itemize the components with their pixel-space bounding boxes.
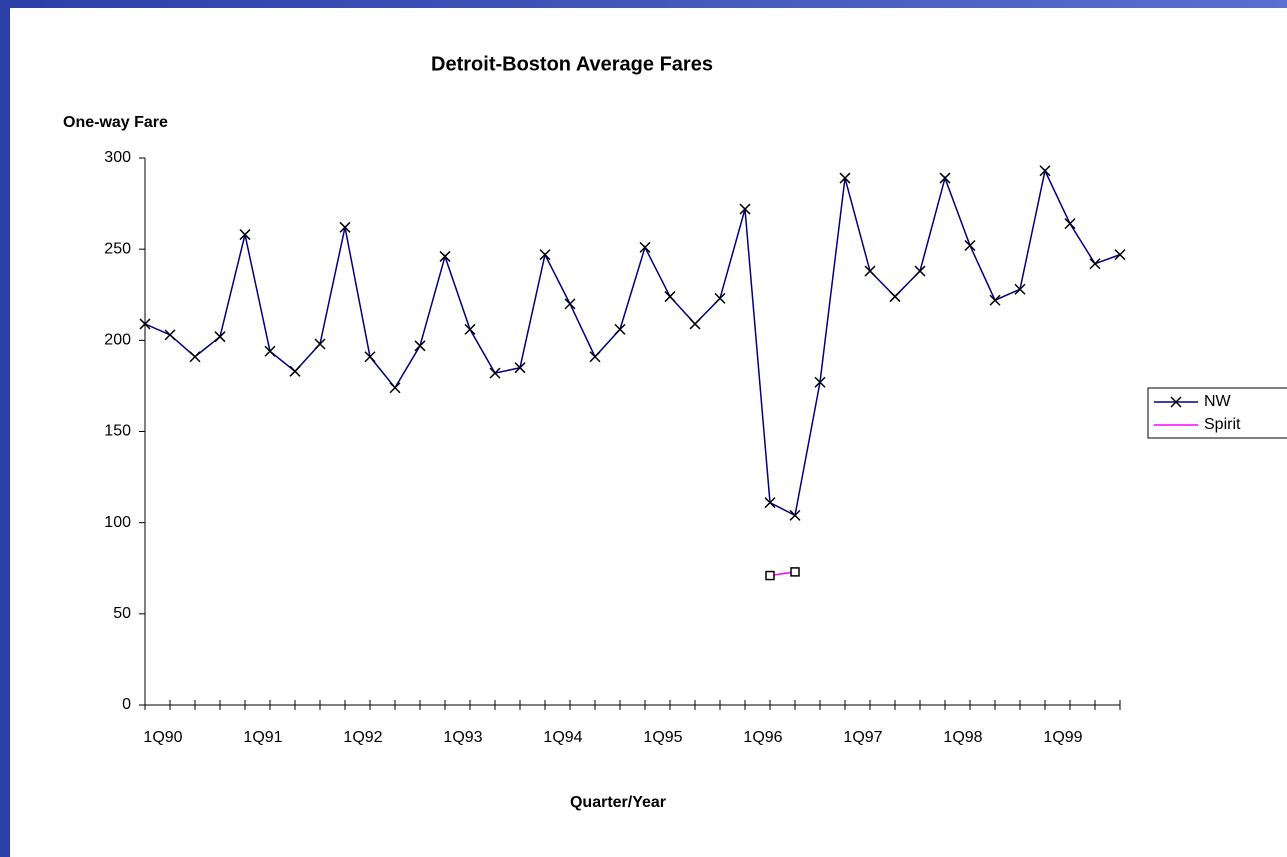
data-point bbox=[989, 294, 1001, 306]
series-line bbox=[144, 168, 1121, 517]
data-point bbox=[139, 318, 151, 330]
data-point bbox=[214, 331, 226, 343]
legend-marker bbox=[1170, 396, 1182, 408]
x-tick-label: 1Q90 bbox=[143, 729, 182, 746]
chart: Detroit-Boston Average Fares One-way Far… bbox=[10, 8, 1287, 857]
y-tick-label: 300 bbox=[104, 149, 131, 166]
x-tick-label: 1Q96 bbox=[743, 729, 782, 746]
data-point bbox=[739, 203, 751, 215]
data-point bbox=[539, 249, 551, 261]
data-point bbox=[314, 338, 326, 350]
data-point bbox=[239, 229, 251, 241]
data-point bbox=[1039, 165, 1051, 177]
data-point bbox=[639, 241, 651, 253]
data-point bbox=[764, 497, 776, 509]
data-point bbox=[514, 362, 526, 374]
data-point bbox=[364, 351, 376, 363]
data-point bbox=[814, 376, 826, 388]
data-point bbox=[914, 265, 926, 277]
data-point bbox=[464, 323, 476, 335]
x-tick-label: 1Q92 bbox=[343, 729, 382, 746]
data-point bbox=[189, 351, 201, 363]
data-point bbox=[564, 298, 576, 310]
chart-title: Detroit-Boston Average Fares bbox=[431, 53, 713, 75]
data-point bbox=[789, 509, 801, 521]
x-axis-label: Quarter/Year bbox=[570, 794, 666, 811]
data-point bbox=[614, 323, 626, 335]
data-point bbox=[1064, 218, 1076, 230]
data-point bbox=[1014, 283, 1026, 295]
data-point bbox=[589, 351, 601, 363]
x-tick-label: 1Q91 bbox=[243, 729, 282, 746]
data-point bbox=[289, 365, 301, 377]
data-point bbox=[414, 340, 426, 352]
y-tick-label: 150 bbox=[104, 423, 131, 440]
legend-box bbox=[1147, 387, 1287, 439]
data-point bbox=[864, 265, 876, 277]
data-point bbox=[765, 570, 775, 581]
y-tick-label: 250 bbox=[104, 240, 131, 257]
x-tick-label: 1Q93 bbox=[443, 729, 482, 746]
data-point bbox=[790, 567, 800, 577]
data-point bbox=[1114, 249, 1126, 261]
x-tick-label: 1Q99 bbox=[1043, 729, 1082, 746]
x-tick-label: 1Q95 bbox=[643, 729, 682, 746]
y-tick-label: 100 bbox=[104, 514, 131, 531]
x-tick-label: 1Q94 bbox=[543, 729, 582, 746]
data-point bbox=[964, 239, 976, 252]
y-axis-label: One-way Fare bbox=[63, 114, 168, 131]
data-point bbox=[714, 292, 726, 304]
data-point bbox=[439, 250, 451, 262]
data-point bbox=[164, 329, 176, 341]
data-point bbox=[489, 367, 501, 379]
data-point bbox=[839, 172, 851, 184]
data-point bbox=[889, 291, 901, 303]
data-point bbox=[689, 318, 701, 330]
data-point bbox=[664, 291, 676, 303]
data-point bbox=[939, 172, 951, 184]
x-tick-label: 1Q97 bbox=[843, 729, 882, 746]
data-point bbox=[339, 221, 351, 233]
legend-label: Spirit bbox=[1204, 416, 1241, 433]
legend: NW Spirit bbox=[1147, 387, 1287, 439]
y-tick-label: 0 bbox=[122, 696, 131, 713]
y-tick-label: 200 bbox=[104, 332, 131, 349]
data-point bbox=[389, 382, 401, 394]
legend-label: NW bbox=[1204, 393, 1232, 410]
x-tick-label: 1Q98 bbox=[943, 729, 982, 746]
data-point bbox=[1089, 258, 1101, 270]
y-tick-label: 50 bbox=[113, 605, 131, 622]
data-point bbox=[264, 345, 276, 357]
